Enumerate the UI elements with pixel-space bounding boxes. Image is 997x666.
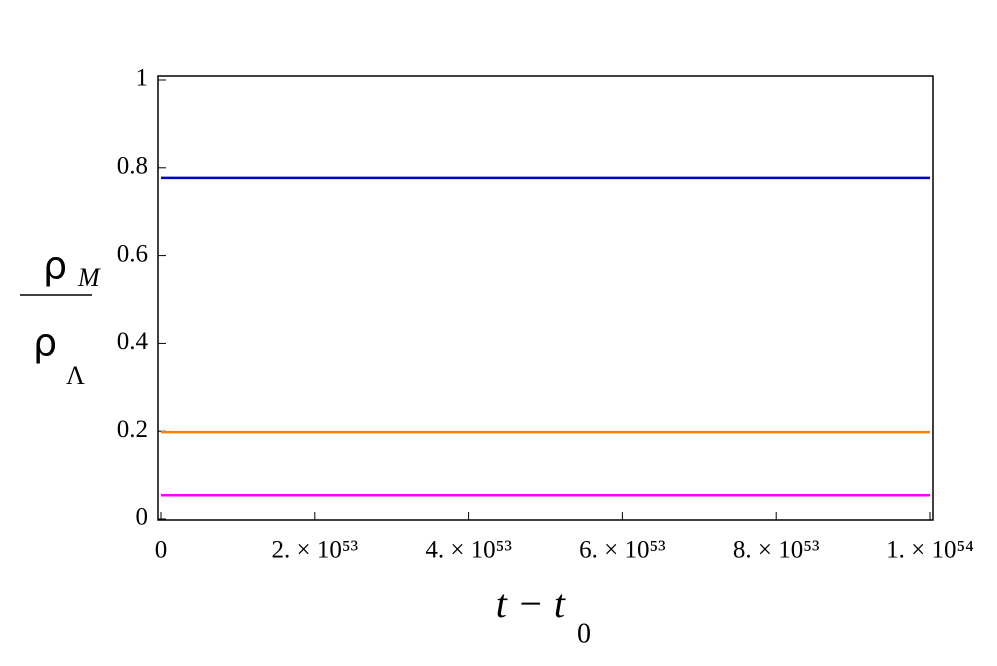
- y-tick-label: 0.4: [117, 328, 149, 355]
- y-label-numerator: ρ: [43, 244, 67, 288]
- x-tick-label: 4. × 10⁵³: [425, 537, 512, 564]
- y-tick-label: 0.2: [117, 416, 148, 443]
- x-tick-label: 1. × 10⁵⁴: [886, 537, 974, 564]
- x-tick-label: 6. × 10⁵³: [579, 537, 666, 564]
- y-tick-label: 0.6: [117, 240, 148, 267]
- x-tick-label: 0: [155, 537, 168, 564]
- y-label-denominator: ρ: [33, 321, 57, 365]
- y-tick-label: 0.8: [117, 153, 148, 180]
- x-tick-label: 8. × 10⁵³: [733, 537, 820, 564]
- x-label: t − t: [496, 581, 566, 626]
- y-tick-label: 0: [136, 504, 149, 531]
- y-label-denominator-sub: Λ: [66, 361, 85, 390]
- y-tick-label: 1: [136, 65, 149, 92]
- x-label-sub: 0: [577, 618, 591, 649]
- y-label-numerator-sub: M: [77, 263, 101, 292]
- x-tick-label: 2. × 10⁵³: [272, 537, 359, 564]
- plot-frame: [157, 75, 934, 521]
